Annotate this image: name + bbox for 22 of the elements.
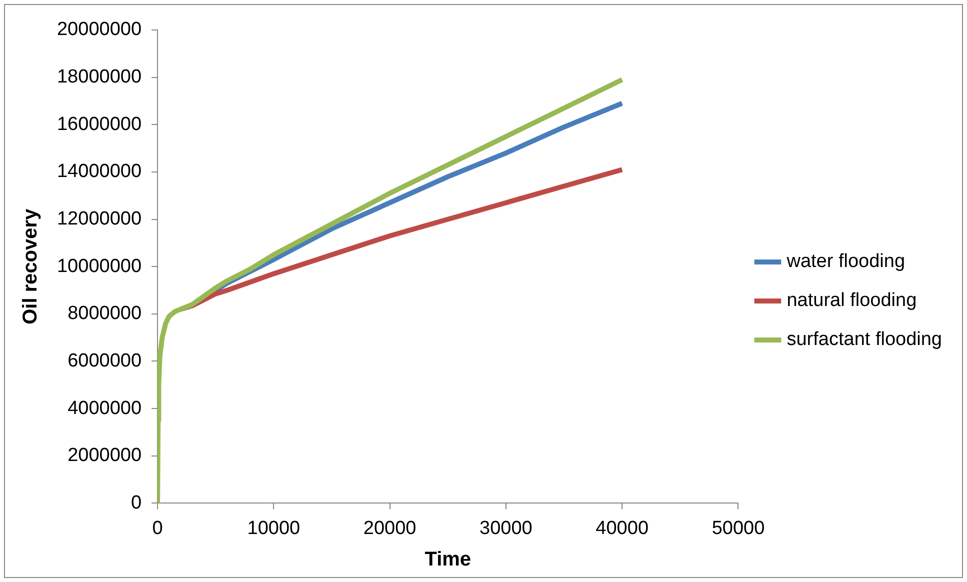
x-tick-label: 50000 bbox=[712, 518, 765, 539]
x-axis-title: Time bbox=[424, 548, 472, 571]
legend-label: water flooding bbox=[786, 251, 906, 272]
y-tick-label: 8000000 bbox=[68, 303, 142, 324]
legend-label: natural flooding bbox=[786, 290, 917, 312]
y-tick-label: 14000000 bbox=[56, 161, 142, 182]
x-tick-label: 30000 bbox=[480, 518, 532, 539]
y-tick-label: 4000000 bbox=[68, 398, 142, 419]
y-tick-label: 10000000 bbox=[56, 256, 142, 277]
x-tick-label: 10000 bbox=[247, 518, 300, 539]
y-tick-label: 16000000 bbox=[56, 114, 142, 135]
x-tick-label: 0 bbox=[152, 518, 163, 539]
legend-label: surfactant flooding bbox=[786, 329, 942, 350]
y-tick-label: 20000000 bbox=[56, 19, 142, 40]
y-tick-label: 12000000 bbox=[56, 208, 142, 230]
y-tick-label: 6000000 bbox=[68, 350, 142, 372]
x-tick-label: 20000 bbox=[363, 518, 416, 539]
y-tick-label: 18000000 bbox=[56, 66, 142, 88]
x-tick-label: 40000 bbox=[596, 518, 649, 539]
y-tick-label: 2000000 bbox=[68, 445, 142, 466]
y-axis-title: Oil recovery bbox=[20, 208, 42, 324]
y-tick-label: 0 bbox=[130, 492, 142, 514]
